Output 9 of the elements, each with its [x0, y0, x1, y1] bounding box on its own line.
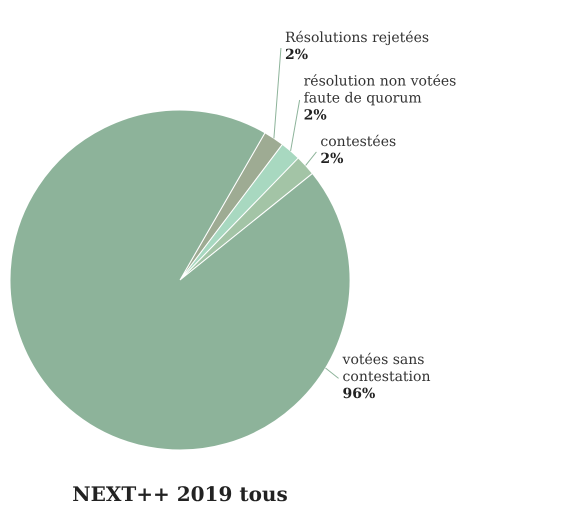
slice-label: votées sans contestation — [342, 352, 430, 385]
slice-label: résolution non votées faute de quorum — [304, 74, 456, 106]
data-label: 2% — [304, 108, 327, 124]
data-label: 2% — [284, 47, 308, 63]
data-label: 96% — [342, 386, 376, 402]
slice-label: contestées — [320, 134, 396, 150]
text: NEXT++ 2019 tous — [72, 482, 288, 506]
slice-label: Résolutions rejetées — [284, 30, 430, 46]
data-label: 2% — [320, 151, 344, 167]
